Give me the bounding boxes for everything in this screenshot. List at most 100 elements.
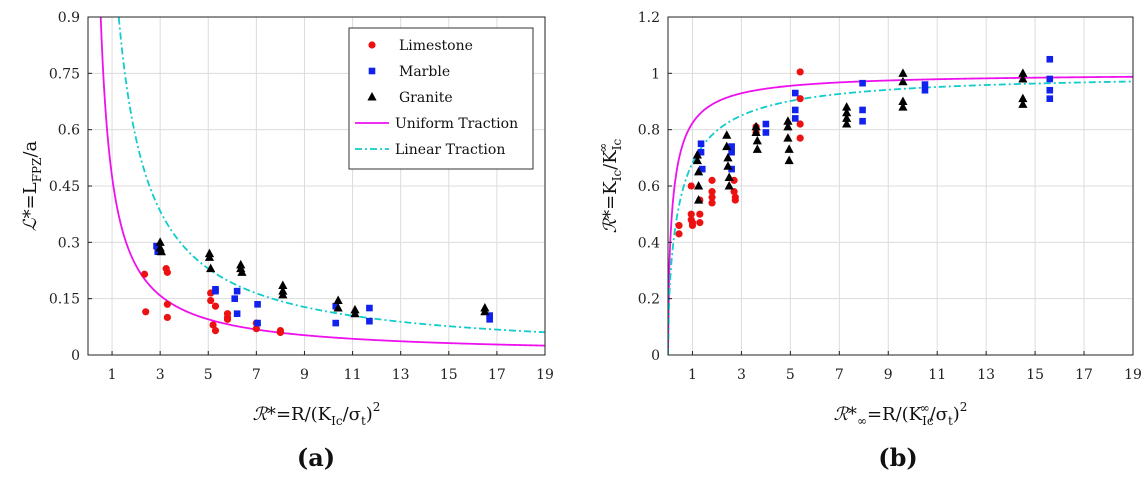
point-marble <box>154 248 162 256</box>
point-limestone <box>207 296 215 305</box>
curve-uniform-traction <box>668 75 1133 355</box>
point-marble <box>697 148 705 156</box>
point-granite <box>693 195 704 204</box>
point-marble <box>698 165 706 173</box>
point-marble <box>791 89 799 97</box>
point-granite <box>842 113 852 122</box>
point-limestone <box>696 210 704 218</box>
legend-marker <box>368 41 376 49</box>
point-marble <box>366 304 373 312</box>
point-limestone <box>796 68 804 76</box>
point-granite <box>237 267 247 276</box>
point-marble <box>332 302 340 310</box>
x-tick-label: 7 <box>252 367 261 383</box>
point-granite <box>722 141 732 151</box>
point-marble <box>254 319 261 327</box>
point-marble <box>1046 86 1054 94</box>
legend-entry: Limestone <box>399 38 473 54</box>
point-marble <box>762 120 770 128</box>
legend-entry: Uniform Traction <box>395 116 518 132</box>
point-granite <box>693 166 704 176</box>
legend-entry: Linear Traction <box>395 142 505 158</box>
point-granite <box>783 133 793 142</box>
point-marble <box>153 242 160 250</box>
point-marble <box>231 295 239 302</box>
point-limestone <box>140 270 149 278</box>
point-granite <box>751 121 761 131</box>
y-tick-label: 0.3 <box>58 235 80 251</box>
point-granite <box>278 280 288 290</box>
point-granite <box>1018 73 1028 83</box>
legend-entry: Marble <box>399 64 450 80</box>
point-limestone <box>211 326 220 335</box>
curve-linear-traction <box>117 17 545 334</box>
x-tick-label: 9 <box>884 367 893 383</box>
point-granite <box>480 306 490 316</box>
point-marble <box>859 79 866 87</box>
point-granite <box>156 246 166 256</box>
point-marble <box>859 106 866 114</box>
point-granite <box>350 308 360 318</box>
point-marble <box>486 312 493 319</box>
x-tick-label: 17 <box>1075 367 1093 383</box>
point-granite <box>204 252 215 261</box>
point-granite <box>724 181 734 190</box>
series-limestone <box>140 265 285 337</box>
point-limestone <box>687 210 695 218</box>
x-tick-label: 1 <box>108 367 117 383</box>
y-tick-label: 0.6 <box>58 123 80 139</box>
point-marble <box>697 140 705 148</box>
point-limestone <box>708 193 716 201</box>
point-limestone <box>708 188 716 196</box>
point-limestone <box>211 302 220 310</box>
point-marble <box>486 316 493 323</box>
point-granite <box>692 155 702 165</box>
y-tick-label: 0.15 <box>49 292 80 308</box>
grid <box>668 17 1134 355</box>
x-tick-label: 15 <box>440 367 458 383</box>
legend-marker <box>367 92 377 101</box>
point-granite <box>333 303 343 312</box>
point-limestone <box>796 134 804 142</box>
point-granite <box>155 237 165 246</box>
point-granite <box>784 155 794 165</box>
point-granite <box>723 152 733 162</box>
point-granite <box>842 119 852 128</box>
point-granite <box>784 144 794 153</box>
series-marble <box>697 55 1054 173</box>
legend-entry: Granite <box>399 90 453 106</box>
point-granite <box>1018 68 1028 77</box>
point-granite <box>692 150 702 159</box>
point-granite <box>723 161 733 170</box>
point-marble <box>921 81 929 88</box>
point-marble <box>728 148 735 156</box>
x-tick-label: 1 <box>688 367 697 383</box>
point-marble <box>332 319 340 327</box>
y-tick-label: 0.8 <box>638 123 660 139</box>
point-granite <box>722 130 732 139</box>
point-limestone <box>252 325 260 333</box>
point-granite <box>898 76 908 86</box>
point-granite <box>693 181 704 190</box>
point-limestone <box>708 199 716 207</box>
point-marble <box>1046 55 1054 63</box>
point-granite <box>898 102 908 111</box>
point-limestone <box>276 328 285 337</box>
point-marble <box>791 115 799 122</box>
point-marble <box>254 301 261 308</box>
point-marble <box>1046 75 1054 83</box>
point-limestone <box>142 308 150 316</box>
point-granite <box>783 121 793 131</box>
point-granite <box>898 96 908 105</box>
point-marble <box>859 117 866 125</box>
point-limestone <box>796 95 804 103</box>
y-tick-label: 0.2 <box>638 292 660 308</box>
point-marble <box>762 129 770 136</box>
curve-linear-traction <box>668 80 1133 355</box>
legend-marker <box>368 67 376 75</box>
point-limestone <box>796 120 804 128</box>
point-marble <box>233 287 241 295</box>
x-tick-label: 5 <box>786 367 795 383</box>
x-tick-label: 3 <box>737 367 746 383</box>
